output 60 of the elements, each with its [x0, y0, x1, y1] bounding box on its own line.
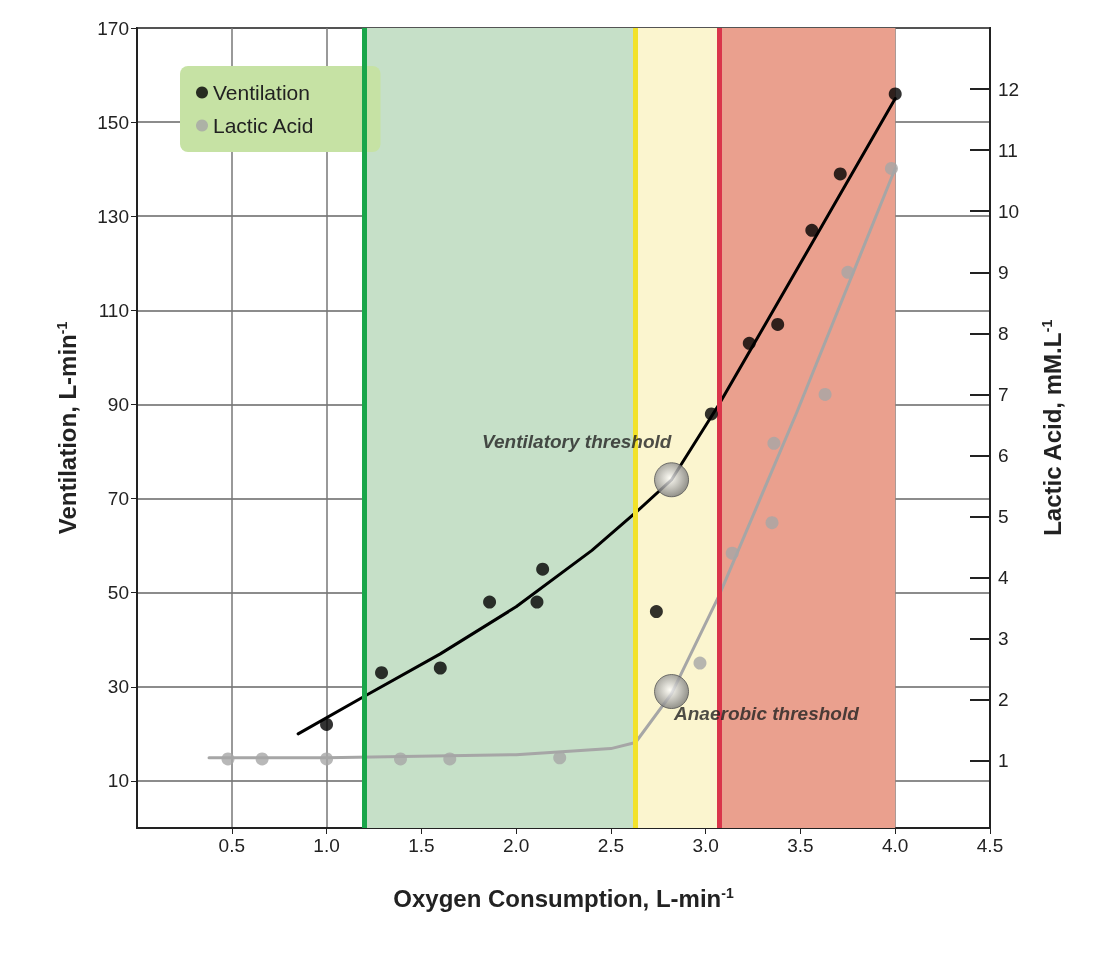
x-tick-label: 2.5: [597, 835, 625, 856]
legend-label: Lactic Acid: [213, 114, 314, 137]
x-tick-label: 2.0: [502, 835, 530, 856]
point: [320, 717, 334, 731]
x-tick-label: 4.0: [882, 835, 909, 856]
y-tick-label: 90: [107, 393, 129, 415]
y2-tick-label: 5: [998, 506, 1009, 528]
point: [320, 752, 334, 766]
y2-axis-title: Lactic Acid, mM.L-1: [1038, 319, 1066, 536]
point: [704, 407, 718, 421]
x-tick-label: 0.5: [218, 835, 245, 856]
y-tick-label: 50: [107, 582, 129, 604]
point: [771, 317, 785, 331]
x-tick-label: 4.5: [976, 835, 1004, 856]
x-tick-label: 3.5: [787, 835, 814, 856]
point: [443, 752, 457, 766]
y-tick-label: 150: [97, 111, 129, 133]
y2-tick-label: 9: [998, 261, 1009, 283]
legend-label: Ventilation: [213, 81, 310, 104]
point: [833, 167, 847, 181]
y2-tick-label: 8: [998, 322, 1009, 344]
y2-tick-label: 6: [998, 444, 1009, 466]
x-tick-label: 3.0: [692, 835, 719, 856]
y2-tick-label: 1: [998, 750, 1009, 772]
y-tick-label: 130: [97, 205, 129, 227]
point: [818, 387, 832, 401]
point: [884, 161, 898, 175]
point: [433, 661, 447, 675]
x-tick-label: 1.5: [408, 835, 435, 856]
y-tick-label: 170: [97, 17, 129, 39]
point: [375, 666, 389, 680]
x-tick-label: 1.0: [313, 835, 340, 856]
point: [553, 751, 567, 765]
point: [394, 752, 407, 766]
point: [649, 605, 663, 619]
y-tick-label: 70: [107, 488, 129, 510]
point: [483, 595, 497, 609]
point: [767, 436, 781, 450]
y-axis-title: Ventilation, L-min-1: [53, 321, 81, 535]
point: [805, 223, 819, 237]
point: [693, 656, 707, 670]
y2-tick-label: 7: [998, 383, 1009, 405]
point: [742, 336, 756, 350]
point: [888, 87, 902, 101]
y2-tick-label: 4: [998, 567, 1009, 589]
point: [725, 546, 739, 560]
y2-tick-label: 12: [998, 78, 1020, 100]
point: [255, 752, 269, 766]
y2-tick-label: 10: [998, 200, 1020, 222]
point: [221, 752, 235, 766]
y-tick-label: 110: [98, 299, 129, 321]
y-tick-label: 10: [107, 770, 129, 792]
y2-tick-label: 2: [998, 689, 1009, 711]
point: [765, 516, 779, 530]
y2-tick-label: 3: [998, 628, 1009, 650]
point: [841, 265, 855, 279]
y-tick-label: 30: [107, 676, 129, 698]
point: [530, 595, 544, 609]
y2-tick-label: 11: [998, 139, 1018, 161]
point: [536, 562, 550, 576]
